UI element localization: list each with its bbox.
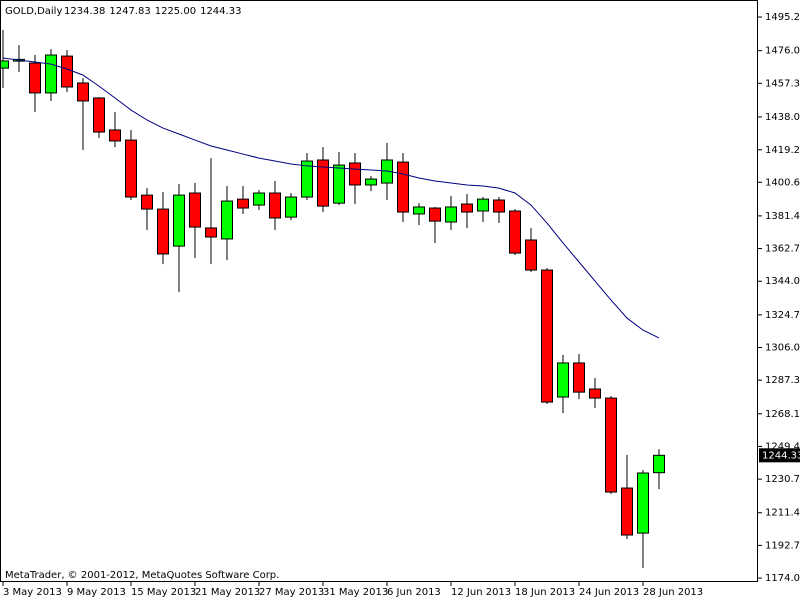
candle-body: [77, 82, 89, 102]
y-tick-label: 1268.10: [765, 409, 800, 420]
candle-body: [285, 196, 297, 218]
y-tick-label: 1362.70: [765, 244, 800, 255]
y-tick-label: 1495.25: [765, 12, 800, 23]
y-tick-label: 1211.45: [765, 508, 800, 519]
x-tick-label: 31 May 2013: [323, 587, 388, 598]
candle-body: [509, 210, 521, 254]
candle-body: [157, 208, 169, 255]
candle-body: [301, 160, 313, 198]
candle-body: [493, 199, 505, 213]
footnote: MetaTrader, © 2001-2012, MetaQuotes Soft…: [5, 570, 279, 581]
candle-body: [365, 178, 377, 186]
moving-average-line: [2, 57, 660, 339]
header-value: 1234.38: [64, 6, 105, 17]
plot-area: [1, 30, 665, 569]
y-tick-label: 1324.75: [765, 310, 800, 321]
candle-body: [189, 192, 201, 228]
y-tick-label: 1192.75: [765, 540, 800, 551]
candle-body: [349, 162, 361, 186]
x-tick-label: 9 May 2013: [67, 587, 126, 598]
candle-body: [621, 487, 633, 536]
x-tick-label: 3 May 2013: [3, 587, 62, 598]
y-tick-label: 1306.05: [765, 343, 800, 354]
x-tick-label: 28 Jun 2013: [643, 587, 703, 598]
candle-body: [205, 227, 217, 238]
candle-body: [637, 472, 649, 534]
candle-body: [29, 62, 41, 94]
candle-body: [45, 54, 57, 94]
y-tick-label: 1438.05: [765, 112, 800, 123]
y-tick-label: 1419.25: [765, 145, 800, 156]
candle-body: [557, 362, 569, 398]
current-price-label: 1244.33: [762, 450, 800, 461]
candle-body: [237, 198, 249, 209]
x-tick-label: 24 Jun 2013: [579, 587, 639, 598]
candle-body: [541, 269, 553, 403]
y-tick-label: 1457.30: [765, 78, 800, 89]
candle-body: [445, 206, 457, 223]
candle-body: [125, 139, 137, 198]
y-tick-label: 1230.70: [765, 474, 800, 485]
x-tick-label: 6 Jun 2013: [387, 587, 441, 598]
x-tick-label: 27 May 2013: [259, 587, 324, 598]
candle-body: [429, 207, 441, 222]
candle-body: [397, 161, 409, 213]
candle-body: [333, 164, 345, 204]
candle-body: [1, 60, 9, 69]
y-tick-label: 1249.40: [765, 441, 800, 452]
y-tick-label: 1476.00: [765, 46, 800, 57]
candle-body: [253, 192, 265, 206]
y-tick-label: 1287.35: [765, 375, 800, 386]
y-tick-label: 1381.40: [765, 211, 800, 222]
candle-body: [525, 239, 537, 271]
candle-body: [573, 362, 585, 393]
candle-body: [653, 454, 665, 474]
plot-frame: [0, 0, 758, 582]
candle-body: [221, 200, 233, 240]
y-tick-label: 1344.00: [765, 276, 800, 287]
current-price-box: [759, 448, 800, 463]
candle-body: [109, 129, 121, 142]
x-tick-label: 18 Jun 2013: [515, 587, 575, 598]
y-tick-label: 1400.65: [765, 177, 800, 188]
header-value: 1244.33: [200, 6, 241, 17]
x-tick-label: 12 Jun 2013: [451, 587, 511, 598]
candle-body: [605, 397, 617, 493]
y-tick-label: 1174.05: [765, 573, 800, 584]
candle-body: [173, 194, 185, 247]
candle-body: [317, 159, 329, 207]
candle-body: [141, 194, 153, 210]
candle-body: [269, 192, 281, 219]
x-tick-label: 21 May 2013: [195, 587, 260, 598]
candle-body: [61, 55, 73, 88]
candle-body: [589, 388, 601, 399]
chart-title: GOLD,Daily: [5, 6, 62, 17]
x-tick-label: 15 May 2013: [131, 587, 196, 598]
header-value: 1225.00: [155, 6, 196, 17]
candle-body: [461, 203, 473, 213]
header-value: 1247.83: [109, 6, 150, 17]
candle-body: [477, 198, 489, 212]
candle-body: [413, 206, 425, 215]
candle-body: [93, 97, 105, 133]
